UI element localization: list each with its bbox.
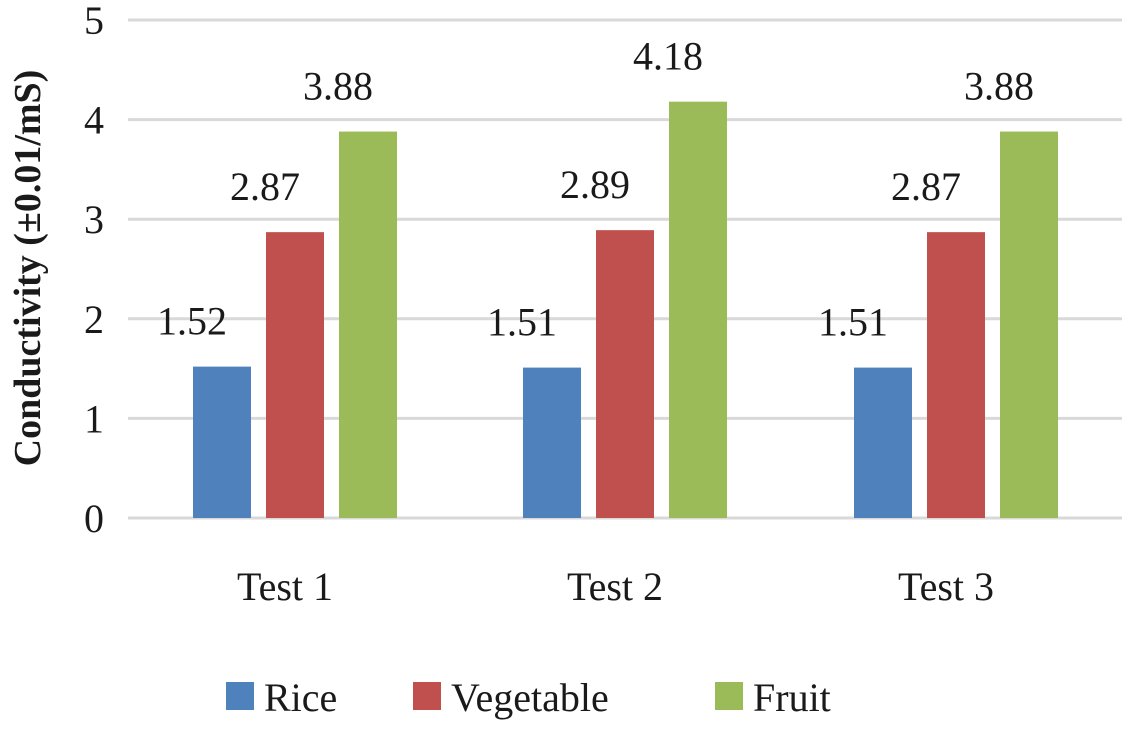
data-label-fruit-2: 4.18 bbox=[633, 34, 703, 79]
legend-label: Fruit bbox=[753, 675, 831, 720]
bar-vegetable-1 bbox=[266, 232, 324, 518]
bar-rice-3 bbox=[854, 367, 912, 518]
legend-swatch bbox=[715, 682, 743, 710]
y-tick-label: 4 bbox=[84, 98, 104, 143]
bar-fruit-3 bbox=[1000, 131, 1058, 518]
bar-vegetable-3 bbox=[927, 232, 985, 518]
legend-item-vegetable: Vegetable bbox=[413, 675, 609, 720]
y-tick-label: 1 bbox=[84, 396, 104, 441]
data-label-fruit-3: 3.88 bbox=[964, 64, 1034, 109]
y-axis-ticks: 0 1 2 3 4 5 bbox=[84, 0, 104, 541]
legend-item-fruit: Fruit bbox=[715, 675, 831, 720]
y-tick-label: 5 bbox=[84, 0, 104, 43]
data-label-fruit-1: 3.88 bbox=[303, 64, 373, 109]
legend: Rice Vegetable Fruit bbox=[226, 675, 831, 720]
bars bbox=[193, 101, 1058, 518]
y-axis-title: Conductivity (±0.01/mS) bbox=[7, 70, 49, 467]
x-category-label: Test 3 bbox=[898, 564, 994, 609]
legend-item-rice: Rice bbox=[226, 675, 337, 720]
legend-label: Rice bbox=[264, 675, 337, 720]
bar-fruit-1 bbox=[339, 131, 397, 518]
x-category-label: Test 2 bbox=[567, 564, 663, 609]
legend-swatch bbox=[226, 682, 254, 710]
y-tick-label: 0 bbox=[84, 496, 104, 541]
data-label-vegetable-2: 2.89 bbox=[560, 162, 630, 207]
x-axis-categories: Test 1 Test 2 Test 3 bbox=[237, 564, 994, 609]
y-tick-label: 3 bbox=[84, 197, 104, 242]
legend-swatch bbox=[413, 682, 441, 710]
data-label-vegetable-3: 2.87 bbox=[891, 164, 961, 209]
bar-vegetable-2 bbox=[596, 230, 654, 518]
data-label-vegetable-1: 2.87 bbox=[230, 164, 300, 209]
data-label-rice-3: 1.51 bbox=[818, 300, 888, 345]
y-tick-label: 2 bbox=[84, 297, 104, 342]
bar-rice-2 bbox=[523, 367, 581, 518]
data-label-rice-1: 1.52 bbox=[157, 299, 227, 344]
legend-label: Vegetable bbox=[451, 675, 609, 720]
data-labels: 1.52 2.87 3.88 1.51 2.89 4.18 1.51 2.87 3.88 bbox=[157, 34, 1034, 345]
x-category-label: Test 1 bbox=[237, 564, 333, 609]
data-label-rice-2: 1.51 bbox=[487, 300, 557, 345]
bar-fruit-2 bbox=[669, 101, 727, 518]
bar-rice-1 bbox=[193, 366, 251, 518]
